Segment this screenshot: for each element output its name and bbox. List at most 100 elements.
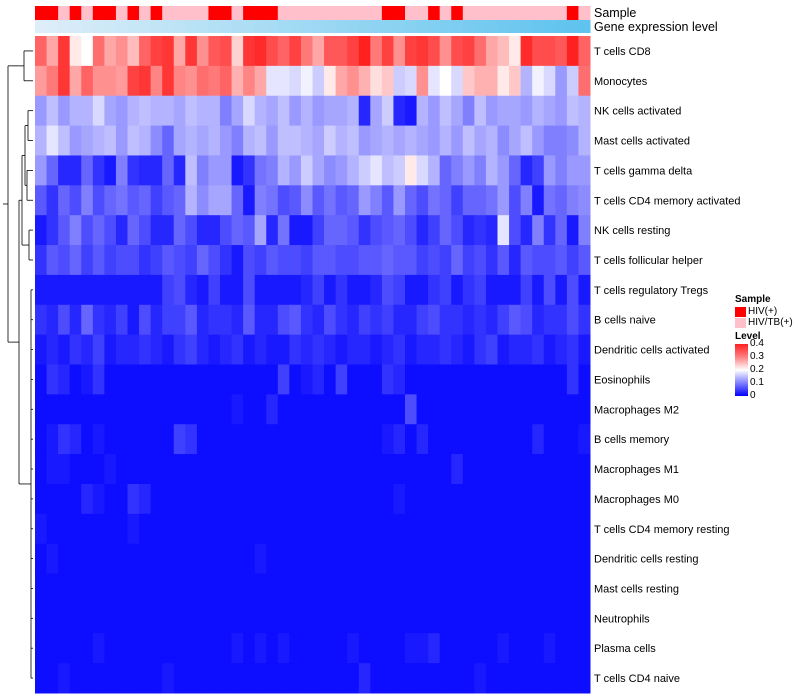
heatmap-cell: [347, 185, 360, 216]
heatmap-cell: [393, 573, 406, 604]
heatmap-cell: [474, 95, 487, 127]
heatmap-cell: [127, 95, 140, 127]
heatmap-cell: [451, 394, 464, 425]
heatmap-cell: [46, 424, 59, 455]
heatmap-cell: [312, 543, 325, 575]
sample-annotation-cell: [520, 6, 533, 20]
heatmap-cell: [127, 155, 140, 186]
heatmap-cell: [439, 185, 452, 216]
heatmap-cell: [474, 513, 487, 545]
heatmap-cell: [393, 36, 406, 67]
heatmap-cell: [266, 65, 279, 97]
heatmap-cell: [173, 424, 186, 455]
heatmap-cell: [289, 513, 302, 545]
sample-annotation-cell: [462, 6, 475, 20]
heatmap-cell: [370, 424, 383, 455]
heatmap-cell: [92, 603, 105, 634]
heatmap-cell: [150, 304, 163, 336]
heatmap-cell: [439, 36, 452, 67]
heatmap-cell: [532, 633, 545, 664]
heatmap-cell: [474, 543, 487, 575]
heatmap-cell: [69, 185, 82, 216]
heatmap-cell: [324, 36, 337, 67]
heatmap-cell: [289, 155, 302, 186]
heatmap-cell: [266, 454, 279, 485]
heatmap-cell: [358, 185, 371, 216]
heatmap-cell: [509, 603, 522, 634]
expression-annotation-cell: [578, 20, 591, 33]
heatmap-cell: [474, 304, 487, 336]
sample-annotation-cell: [393, 6, 406, 20]
heatmap-cell: [543, 334, 556, 365]
heatmap-cell: [150, 155, 163, 186]
heatmap-cell: [370, 633, 383, 664]
heatmap-cell: [104, 663, 117, 694]
heatmap-cell: [289, 573, 302, 604]
heatmap-cell: [416, 334, 429, 365]
expression-annotation-cell: [381, 20, 394, 33]
heatmap-cell: [474, 394, 487, 425]
heatmap-cell: [115, 364, 128, 395]
expression-annotation-cell: [555, 20, 568, 33]
heatmap-cell: [69, 36, 82, 67]
heatmap-cell: [58, 513, 71, 545]
heatmap-cell: [173, 185, 186, 216]
sample-annotation-cell: [347, 6, 360, 20]
row-label: T cells CD4 naive: [594, 673, 680, 685]
heatmap-cell: [451, 513, 464, 545]
heatmap-cell: [451, 454, 464, 485]
row-label: Eosinophils: [594, 374, 651, 386]
heatmap-cell: [208, 274, 221, 306]
heatmap-cell: [370, 95, 383, 127]
heatmap-cell: [277, 95, 290, 127]
expression-annotation-cell: [416, 20, 429, 33]
heatmap-cell: [173, 215, 186, 246]
heatmap-cell: [69, 663, 82, 694]
heatmap-cell: [509, 633, 522, 664]
legend-swatch-hiv-tb: [735, 317, 746, 328]
heatmap-cell: [439, 304, 452, 336]
heatmap-cell: [58, 65, 71, 97]
heatmap-cell: [208, 304, 221, 336]
heatmap-cell: [220, 454, 233, 485]
heatmap-cell: [254, 663, 267, 694]
heatmap-cell: [115, 573, 128, 604]
heatmap-cell: [266, 274, 279, 306]
heatmap-cell: [220, 304, 233, 336]
heatmap-cell: [358, 394, 371, 425]
heatmap-cell: [509, 215, 522, 246]
heatmap-cell: [474, 603, 487, 634]
heatmap-cell: [46, 215, 59, 246]
heatmap-cell: [543, 125, 556, 156]
heatmap-cell: [35, 215, 48, 246]
heatmap-cell: [347, 155, 360, 186]
heatmap-cell: [266, 215, 279, 246]
expression-annotation-cell: [243, 20, 256, 33]
heatmap-cell: [35, 663, 48, 694]
heatmap-cell: [509, 364, 522, 395]
expression-annotation-cell: [277, 20, 290, 33]
heatmap-cell: [497, 603, 510, 634]
heatmap-cell: [566, 364, 579, 395]
heatmap-cell: [347, 394, 360, 425]
heatmap-cell: [405, 603, 418, 634]
heatmap-cell: [220, 663, 233, 694]
heatmap-cell: [92, 394, 105, 425]
heatmap-cell: [555, 483, 568, 515]
heatmap-cell: [81, 394, 94, 425]
heatmap-cell: [335, 36, 348, 67]
heatmap-cell: [543, 424, 556, 455]
heatmap-cell: [393, 543, 406, 575]
heatmap-cell: [370, 274, 383, 306]
level-tick-label: 0: [750, 390, 756, 401]
heatmap-cell: [324, 454, 337, 485]
heatmap-cell: [416, 663, 429, 694]
heatmap-cell: [277, 573, 290, 604]
heatmap-cell: [451, 125, 464, 156]
heatmap-cell: [104, 125, 117, 156]
heatmap-cell: [555, 65, 568, 97]
heatmap-cell: [104, 364, 117, 395]
heatmap-cell: [324, 125, 337, 156]
heatmap-cell: [127, 394, 140, 425]
sample-annotation-cell: [139, 6, 152, 20]
